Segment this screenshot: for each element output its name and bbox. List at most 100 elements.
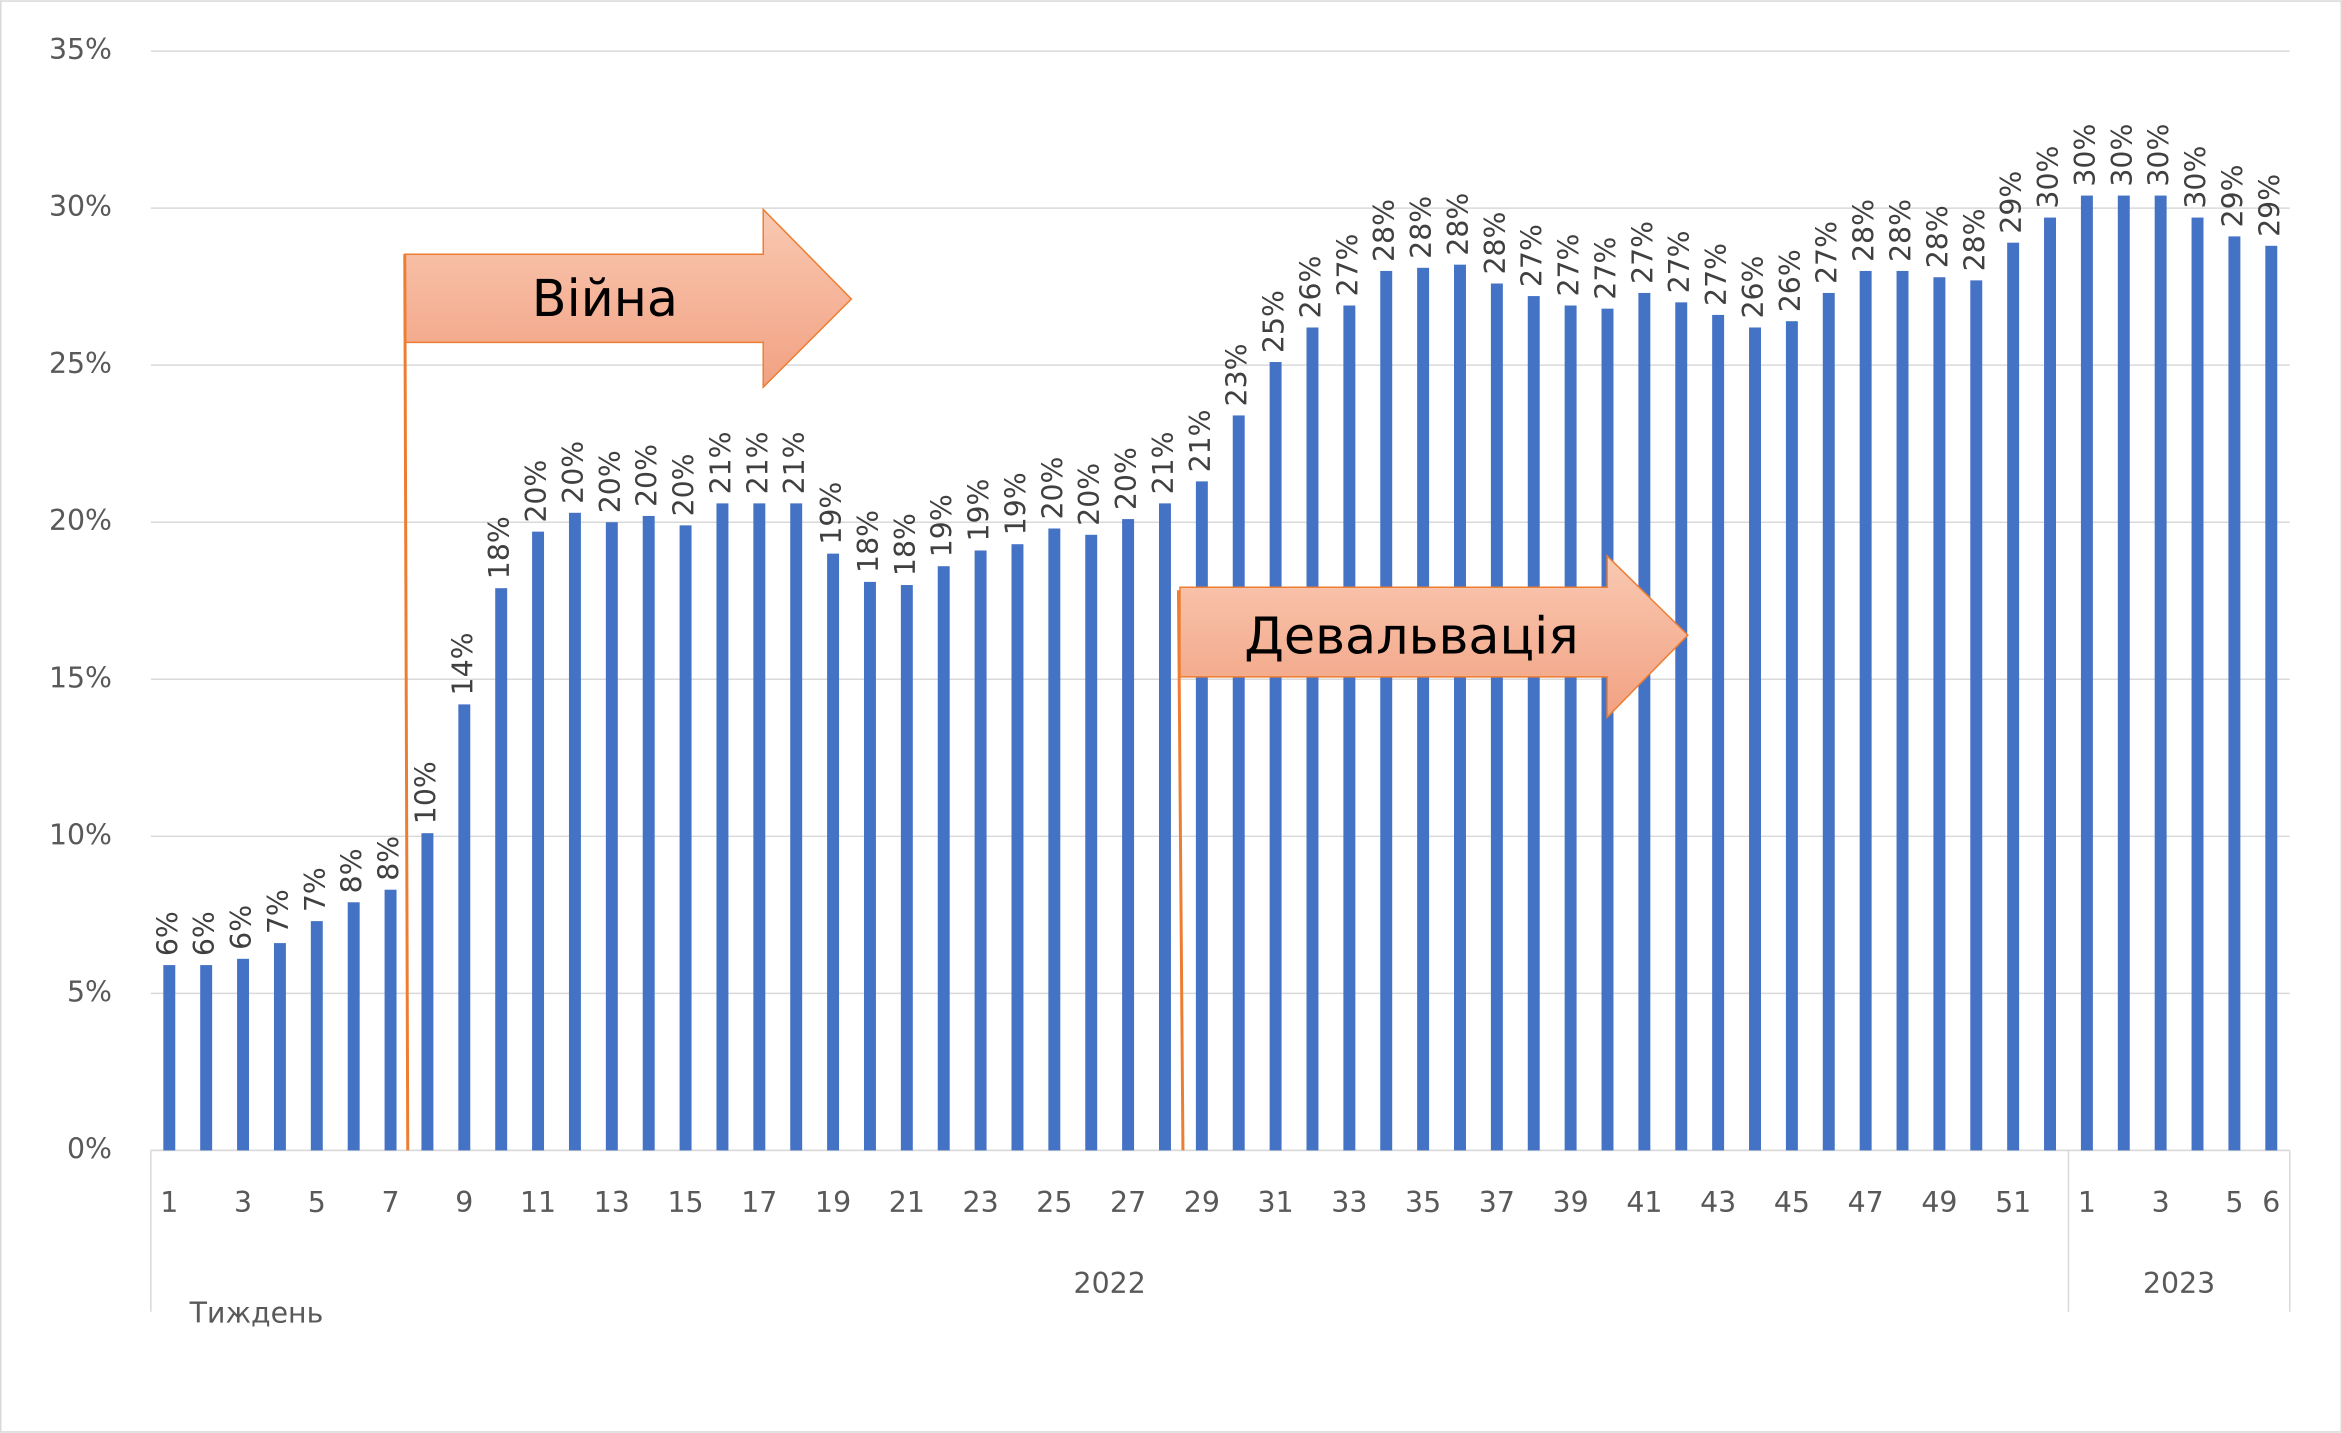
x-tick-label: 9	[455, 1186, 473, 1219]
bar	[937, 566, 950, 1151]
bar	[790, 503, 803, 1151]
data-label: 18%	[852, 510, 885, 573]
x-tick-label: 1	[2078, 1186, 2096, 1219]
y-tick-label: 25%	[49, 347, 112, 380]
data-label: 20%	[520, 460, 553, 523]
bar	[1454, 264, 1466, 1151]
x-tick-label: 21	[889, 1186, 925, 1219]
bar	[1527, 296, 1540, 1151]
bar	[237, 958, 250, 1151]
bar	[1380, 270, 1393, 1151]
y-tick-label: 5%	[67, 975, 112, 1008]
bar	[1011, 544, 1024, 1151]
data-label: 26%	[1294, 255, 1327, 318]
annotations: Війна Девальвація	[403, 207, 1689, 1151]
data-label: 19%	[815, 482, 848, 545]
bar	[1490, 283, 1503, 1151]
data-label: 28%	[1368, 199, 1401, 262]
x-tick-label: 3	[234, 1186, 252, 1219]
marker-line	[1176, 590, 1185, 1151]
bar	[2228, 236, 2241, 1151]
data-label: 30%	[2032, 146, 2065, 209]
x-tick-label: 51	[1995, 1186, 2031, 1219]
group-label: 2022	[1074, 1267, 1146, 1300]
x-tick-label: 6	[2262, 1186, 2280, 1219]
data-label: 26%	[1774, 249, 1807, 312]
bar	[1122, 519, 1135, 1151]
data-label: 28%	[1479, 212, 1512, 275]
x-tick-label: 11	[520, 1186, 556, 1219]
data-label: 10%	[409, 761, 442, 824]
data-label: 27%	[1553, 233, 1586, 296]
x-tick-label: 25	[1036, 1186, 1072, 1219]
y-tick-label: 30%	[49, 190, 112, 223]
bar	[1749, 327, 1761, 1151]
bar	[421, 833, 434, 1151]
bar	[2007, 242, 2020, 1151]
bar	[1970, 280, 1983, 1151]
bar	[1822, 292, 1835, 1151]
bar	[163, 965, 176, 1151]
data-label: 19%	[926, 494, 959, 557]
data-label: 20%	[668, 453, 701, 516]
x-tick-label: 5	[2225, 1186, 2243, 1219]
bar	[900, 585, 913, 1151]
bar	[384, 889, 397, 1151]
group-label: 2023	[2143, 1267, 2215, 1300]
data-label: 14%	[446, 632, 479, 695]
x-tick-label: 41	[1626, 1186, 1662, 1219]
x-tick-label: 33	[1331, 1186, 1367, 1219]
bar	[642, 515, 655, 1151]
bar	[310, 921, 323, 1151]
x-tick-label: 19	[815, 1186, 851, 1219]
arrow	[1179, 554, 1689, 720]
bar	[532, 531, 545, 1151]
bar	[1232, 415, 1245, 1151]
bar	[458, 704, 471, 1151]
bar	[2044, 217, 2056, 1151]
bar	[273, 943, 286, 1151]
bar	[1085, 534, 1098, 1151]
x-tick-label: 49	[1921, 1186, 1957, 1219]
data-label: 29%	[1995, 171, 2028, 234]
data-label: 28%	[1958, 208, 1991, 271]
data-label: 18%	[483, 516, 516, 579]
x-tick-label: 35	[1405, 1186, 1441, 1219]
x-tick-label: 13	[594, 1186, 630, 1219]
data-label: 30%	[2106, 124, 2139, 187]
bar	[495, 588, 508, 1151]
data-label: 21%	[778, 431, 811, 494]
data-label: 27%	[1663, 230, 1696, 293]
data-label: 28%	[1885, 199, 1918, 262]
data-label: 20%	[1110, 447, 1143, 510]
bar	[1896, 270, 1909, 1151]
bar	[1638, 292, 1651, 1151]
bar	[716, 503, 729, 1151]
bar	[1859, 270, 1872, 1151]
data-label: 26%	[1737, 255, 1770, 318]
data-label: 8%	[373, 836, 406, 881]
annotation: Девальвація	[1244, 607, 1579, 666]
data-label: 20%	[1073, 463, 1106, 526]
x-tick-label: 31	[1258, 1186, 1294, 1219]
data-label: 28%	[1921, 205, 1954, 268]
y-tick-label: 10%	[49, 818, 112, 851]
annotation: Війна	[532, 269, 678, 328]
data-label: 29%	[2216, 164, 2249, 227]
bar	[679, 525, 692, 1151]
bar	[974, 550, 987, 1151]
y-tick-label: 0%	[67, 1132, 112, 1165]
bar	[863, 581, 876, 1151]
data-label: 19%	[999, 472, 1032, 535]
bar	[1269, 362, 1282, 1151]
arrow	[404, 207, 853, 389]
bar	[1712, 314, 1725, 1151]
data-label: 20%	[557, 441, 590, 504]
data-label: 6%	[225, 905, 258, 950]
bar	[2080, 195, 2093, 1151]
x-tick-label: 37	[1479, 1186, 1515, 1219]
data-label: 27%	[1516, 224, 1549, 287]
y-tick-label: 15%	[49, 661, 112, 694]
x-tick-label: 7	[382, 1186, 400, 1219]
